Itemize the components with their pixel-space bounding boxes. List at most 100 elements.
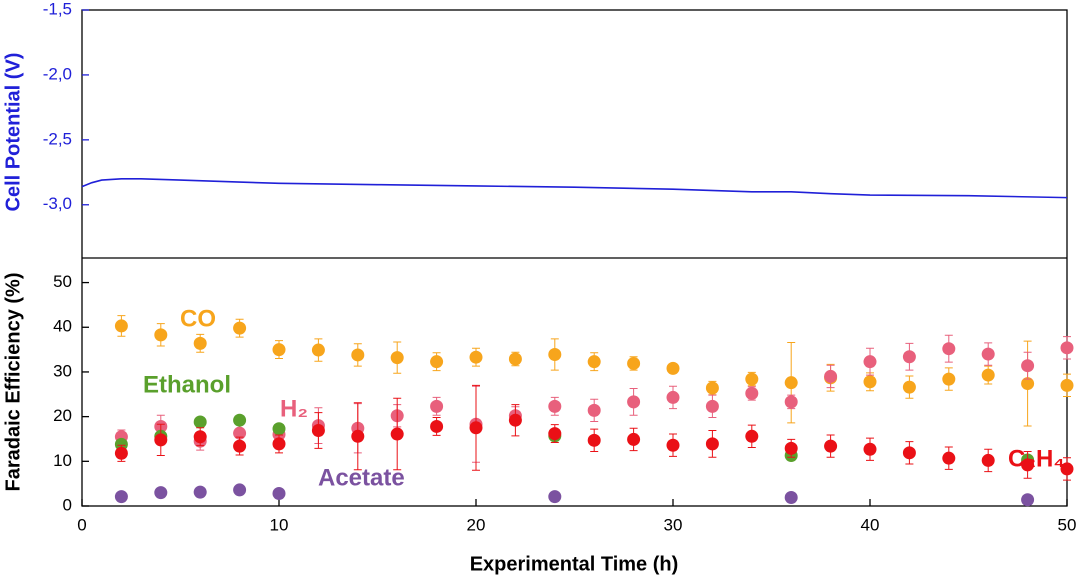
point — [233, 439, 247, 453]
point — [233, 426, 247, 440]
x-axis-label: Experimental Time (h) — [470, 553, 679, 575]
point — [627, 432, 641, 446]
point — [548, 427, 562, 441]
point — [154, 433, 168, 447]
point — [627, 395, 641, 409]
point — [863, 442, 877, 456]
point — [548, 399, 562, 413]
point — [902, 380, 916, 394]
series-label: CO — [180, 305, 216, 332]
point — [233, 321, 247, 335]
x-tick-label: 0 — [77, 515, 86, 534]
point — [430, 419, 444, 433]
point — [430, 355, 444, 369]
x-tick-label: 30 — [664, 515, 683, 534]
x-tick-label: 40 — [861, 515, 880, 534]
point — [784, 376, 798, 390]
point — [902, 446, 916, 460]
point — [114, 490, 128, 504]
point — [942, 342, 956, 356]
y-tick-label: 30 — [53, 361, 72, 380]
point — [1060, 378, 1074, 392]
point — [1060, 462, 1074, 476]
point — [705, 399, 719, 413]
point — [508, 352, 522, 366]
point — [311, 343, 325, 357]
point — [784, 441, 798, 455]
series-label: Ethanol — [143, 371, 231, 398]
point — [902, 350, 916, 364]
point — [508, 413, 522, 427]
y-tick-label: 40 — [53, 317, 72, 336]
series-label: Acetate — [318, 464, 405, 491]
y-tick-label: -3,0 — [43, 194, 72, 213]
point — [154, 486, 168, 500]
point — [193, 485, 207, 499]
point — [942, 372, 956, 386]
point — [114, 446, 128, 460]
x-tick-label: 50 — [1058, 515, 1077, 534]
point — [1021, 458, 1035, 472]
point — [587, 433, 601, 447]
point — [784, 395, 798, 409]
point — [587, 403, 601, 417]
y-tick-label: -2,0 — [43, 64, 72, 83]
y-tick-label: 20 — [53, 406, 72, 425]
point — [233, 413, 247, 427]
point — [114, 319, 128, 333]
point — [863, 355, 877, 369]
y-axis-label: Cell Potential (V) — [2, 53, 24, 212]
point — [193, 415, 207, 429]
y-tick-label: 50 — [53, 272, 72, 291]
point — [824, 439, 838, 453]
point — [1021, 377, 1035, 391]
point — [548, 348, 562, 362]
x-tick-label: 20 — [467, 515, 486, 534]
point — [272, 437, 286, 451]
point — [942, 451, 956, 465]
point — [705, 437, 719, 451]
point — [272, 343, 286, 357]
point — [981, 347, 995, 361]
point — [272, 422, 286, 436]
point — [666, 390, 680, 404]
point — [666, 361, 680, 375]
series-label: C₂H₄ — [1008, 445, 1065, 472]
series-label: H₂ — [280, 395, 308, 422]
point — [430, 399, 444, 413]
y-tick-label: 10 — [53, 451, 72, 470]
point — [390, 351, 404, 365]
point — [863, 375, 877, 389]
y-tick-label: 0 — [63, 495, 72, 514]
point — [154, 328, 168, 342]
point — [705, 381, 719, 395]
point — [981, 453, 995, 467]
point — [469, 421, 483, 435]
point — [233, 483, 247, 497]
point — [1060, 341, 1074, 355]
point — [114, 437, 128, 451]
point — [548, 490, 562, 504]
point — [745, 372, 759, 386]
point — [193, 430, 207, 444]
point — [272, 486, 286, 500]
point — [1021, 493, 1035, 507]
point — [1021, 359, 1035, 373]
point — [745, 429, 759, 443]
x-tick-label: 10 — [270, 515, 289, 534]
point — [390, 427, 404, 441]
point — [745, 386, 759, 400]
y-tick-label: -1,5 — [43, 0, 72, 18]
point — [587, 355, 601, 369]
point — [469, 350, 483, 364]
point — [351, 348, 365, 362]
potential-line — [81, 177, 1068, 199]
point — [311, 423, 325, 437]
y-axis-label: Faradaic Efficiency (%) — [2, 273, 24, 492]
y-tick-label: -2,5 — [43, 129, 72, 148]
point — [666, 438, 680, 452]
point — [784, 491, 798, 505]
point — [627, 356, 641, 370]
